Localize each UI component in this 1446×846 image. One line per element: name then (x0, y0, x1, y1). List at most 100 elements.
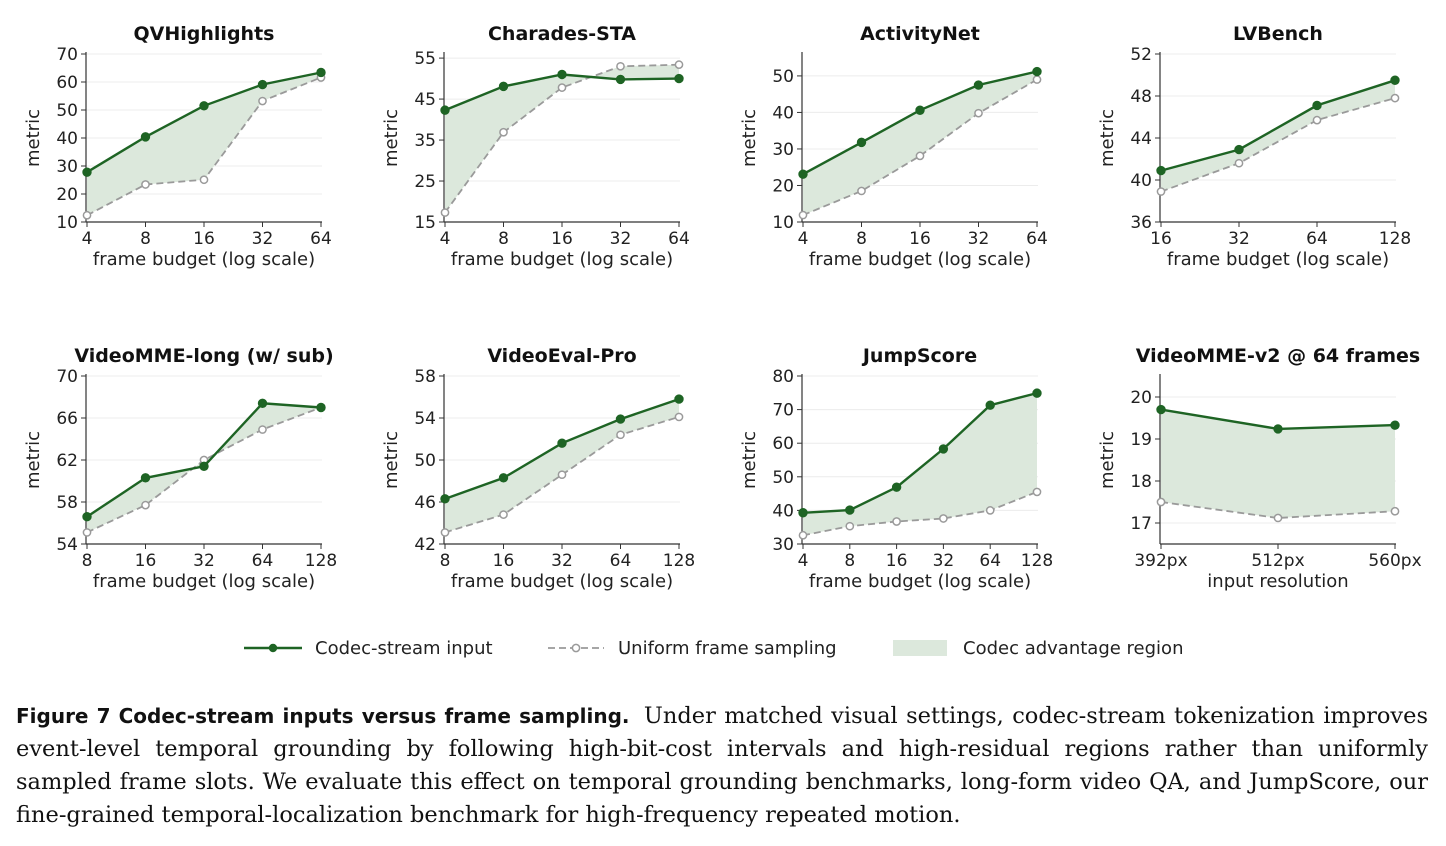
x-tick-label: 64 (668, 229, 690, 249)
uniform-point (915, 151, 925, 161)
y-tick-label: 36 (1130, 213, 1152, 233)
x-tick-label: 512px (1251, 551, 1304, 571)
y-tick-label: 62 (56, 451, 78, 471)
codec-point (199, 461, 209, 471)
x-tick-label: 16 (493, 551, 515, 571)
codec-point (973, 80, 984, 90)
chart-title: VideoMME-v2 @ 64 frames (1136, 345, 1420, 367)
codec-point (199, 101, 209, 111)
y-axis-label: metric (1097, 431, 1118, 489)
legend-region-label: Codec advantage region (963, 638, 1183, 659)
x-axis-label: frame budget (log scale) (809, 249, 1031, 270)
y-tick-label: 17 (1130, 514, 1152, 534)
y-tick-label: 40 (772, 103, 794, 123)
uniform-point (1234, 158, 1244, 168)
codec-point (1156, 165, 1166, 176)
chart-panel: 17 18 19 20 392px 512px 560px VideoMME-v2 @ 64 … (1097, 345, 1422, 592)
x-axis-label: frame budget (log scale) (451, 571, 673, 592)
y-tick-label: 50 (56, 101, 78, 121)
uniform-series-line (1160, 97, 1396, 193)
uniform-point (440, 528, 450, 537)
codec-point (557, 69, 567, 80)
advantage-region (803, 393, 1037, 536)
y-axis-label: metric (739, 109, 760, 167)
uniform-point (857, 186, 866, 196)
codec-point (257, 79, 268, 90)
y-tick-label: 30 (56, 157, 78, 177)
uniform-point (798, 210, 808, 220)
y-tick-label: 20 (1130, 388, 1152, 408)
chart-panel: 36 40 44 48 52 16 32 64 128 LVBench frame budget (… (1097, 23, 1411, 270)
y-tick-label: 54 (56, 535, 78, 555)
y-tick-label: 55 (414, 49, 436, 69)
y-axis-label: metric (739, 431, 760, 489)
x-tick-label: 64 (979, 551, 1001, 571)
uniform-point (616, 61, 625, 71)
x-tick-label: 32 (1228, 229, 1250, 249)
x-tick-label: 8 (844, 551, 855, 571)
y-tick-label: 18 (1130, 472, 1152, 492)
x-tick-label: 16 (193, 229, 215, 249)
codec-point (316, 67, 326, 78)
codec-point (891, 482, 902, 492)
chart-panel: 54 58 62 66 70 8 16 32 64 128 VideoMME-long (w/ su… (23, 345, 337, 592)
x-tick-label: 128 (305, 551, 337, 571)
y-tick-label: 45 (414, 90, 436, 110)
x-tick-label: 64 (610, 551, 632, 571)
x-tick-label: 128 (1379, 229, 1411, 249)
chart-title: VideoEval-Pro (487, 345, 636, 367)
codec-point (316, 402, 326, 413)
x-tick-label: 32 (193, 551, 215, 571)
uniform-point (258, 96, 267, 106)
chart-title: VideoMME-long (w/ sub) (74, 345, 333, 367)
codec-point (915, 105, 925, 115)
uniform-point (141, 180, 150, 189)
y-axis-label: metric (381, 109, 402, 167)
codec-point (498, 473, 509, 483)
y-tick-label: 40 (56, 129, 78, 149)
x-axis-label: input resolution (1207, 571, 1348, 592)
uniform-point (557, 470, 567, 480)
uniform-series-line (444, 63, 680, 214)
uniform-point (1390, 93, 1400, 103)
y-tick-label: 19 (1130, 430, 1152, 450)
legend-uniform-label: Uniform frame sampling (618, 638, 837, 659)
uniform-point (141, 500, 150, 510)
x-tick-label: 8 (498, 229, 509, 249)
x-tick-label: 8 (440, 551, 451, 571)
y-tick-label: 66 (56, 409, 78, 429)
codec-point (257, 398, 268, 408)
y-tick-label: 50 (772, 67, 794, 87)
x-tick-label: 8 (140, 229, 151, 249)
y-tick-label: 46 (414, 493, 436, 513)
chart-title: Charades-STA (488, 23, 636, 45)
caption-label: Figure 7 (16, 704, 111, 728)
advantage-region (1161, 409, 1395, 518)
uniform-point (258, 425, 267, 434)
advantage-region (445, 64, 679, 213)
x-tick-label: 16 (551, 229, 573, 249)
codec-point (498, 81, 509, 92)
y-tick-label: 30 (772, 140, 794, 160)
figure-caption: Figure 7 Codec-stream inputs versus frame… (16, 700, 1428, 832)
x-tick-label: 4 (440, 229, 451, 249)
x-tick-label: 64 (252, 551, 274, 571)
x-tick-label: 4 (798, 229, 809, 249)
legend-region-swatch (893, 640, 947, 656)
x-tick-label: 16 (886, 551, 908, 571)
uniform-series-line (1160, 501, 1396, 519)
codec-series-line (802, 391, 1038, 514)
y-tick-label: 30 (772, 535, 794, 555)
codec-point (674, 394, 684, 404)
chart-title: ActivityNet (860, 23, 980, 45)
y-tick-label: 50 (772, 468, 794, 488)
x-axis-label: frame budget (log scale) (451, 249, 673, 270)
uniform-point (440, 208, 450, 217)
codec-point (615, 74, 626, 85)
y-axis-label: metric (381, 431, 402, 489)
codec-point (1273, 424, 1283, 434)
legend-codec-marker (268, 643, 278, 653)
x-axis-label: frame budget (log scale) (1167, 249, 1389, 270)
y-tick-label: 20 (56, 185, 78, 205)
caption-text: Under matched visual settings, codec-str… (16, 703, 1428, 828)
